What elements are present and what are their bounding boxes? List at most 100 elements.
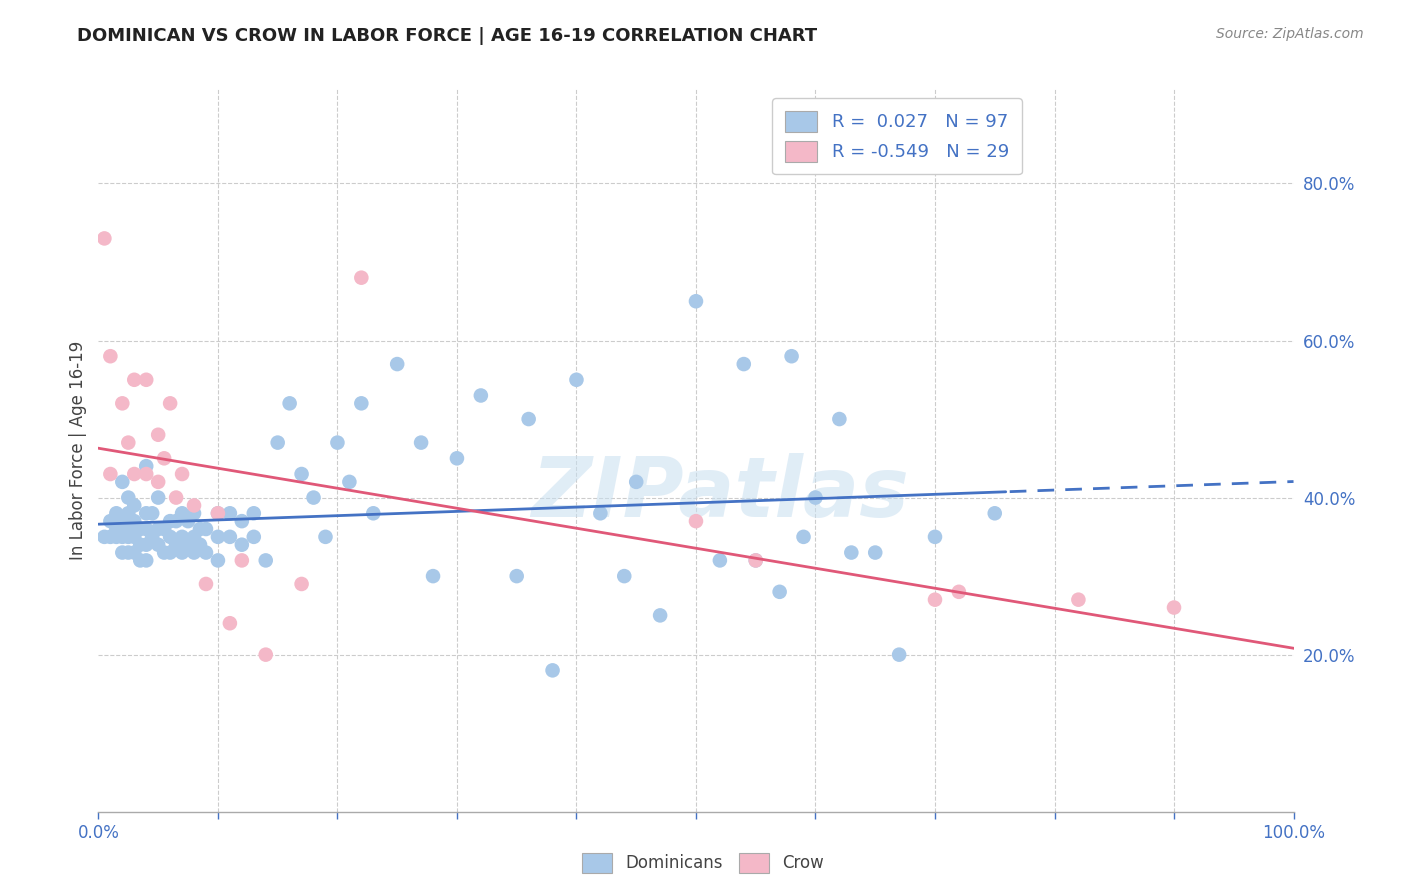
Point <box>267 435 290 450</box>
Point <box>148 538 170 552</box>
Point <box>135 506 157 520</box>
Point <box>613 569 636 583</box>
Point <box>93 530 115 544</box>
Point <box>141 506 163 520</box>
Point <box>278 396 301 410</box>
Point <box>648 608 672 623</box>
Point <box>183 545 205 559</box>
Point <box>685 514 707 528</box>
Point <box>780 349 803 363</box>
Point <box>984 506 1007 520</box>
Point <box>231 553 253 567</box>
Point <box>159 396 181 410</box>
Point <box>207 530 229 544</box>
Point <box>446 451 468 466</box>
Point <box>124 514 146 528</box>
Point <box>124 530 146 544</box>
Point <box>172 467 194 481</box>
Point <box>111 475 134 489</box>
Point <box>889 648 911 662</box>
Point <box>745 553 768 567</box>
Point <box>153 522 176 536</box>
Point <box>135 553 157 567</box>
Point <box>924 530 946 544</box>
Point <box>254 553 277 567</box>
Point <box>172 545 194 559</box>
Point <box>768 584 790 599</box>
Point <box>411 435 433 450</box>
Point <box>326 435 349 450</box>
Point <box>183 499 205 513</box>
Point <box>339 475 361 489</box>
Point <box>148 522 170 536</box>
Point <box>129 538 152 552</box>
Point <box>129 522 152 536</box>
Point <box>117 522 139 536</box>
Text: DOMINICAN VS CROW IN LABOR FORCE | AGE 16-19 CORRELATION CHART: DOMINICAN VS CROW IN LABOR FORCE | AGE 1… <box>77 27 817 45</box>
Point <box>105 522 128 536</box>
Point <box>565 373 588 387</box>
Point <box>350 396 373 410</box>
Point <box>111 545 134 559</box>
Point <box>124 499 146 513</box>
Point <box>363 506 385 520</box>
Point <box>165 491 187 505</box>
Point <box>124 467 146 481</box>
Point <box>195 522 218 536</box>
Point <box>183 506 205 520</box>
Point <box>148 491 170 505</box>
Point <box>117 506 139 520</box>
Point <box>159 530 181 544</box>
Point <box>541 664 564 678</box>
Point <box>148 427 170 442</box>
Point <box>207 506 229 520</box>
Point <box>733 357 755 371</box>
Point <box>117 545 139 559</box>
Point <box>219 506 242 520</box>
Point <box>626 475 648 489</box>
Point <box>135 459 157 474</box>
Point <box>148 475 170 489</box>
Point <box>124 373 146 387</box>
Point <box>243 506 266 520</box>
Point <box>804 491 827 505</box>
Point <box>135 467 157 481</box>
Point <box>165 538 187 552</box>
Point <box>117 530 139 544</box>
Point <box>153 451 176 466</box>
Point <box>254 648 277 662</box>
Point <box>124 545 146 559</box>
Point <box>98 467 122 481</box>
Point <box>105 506 128 520</box>
Point <box>219 530 242 544</box>
Point <box>924 592 946 607</box>
Point <box>111 530 134 544</box>
Point <box>188 538 211 552</box>
Point <box>517 412 540 426</box>
Legend: R =  0.027   N = 97, R = -0.549   N = 29: R = 0.027 N = 97, R = -0.549 N = 29 <box>772 98 1022 174</box>
Point <box>422 569 444 583</box>
Point <box>207 506 229 520</box>
Point <box>841 545 863 559</box>
Point <box>165 514 187 528</box>
Point <box>93 231 115 245</box>
Point <box>709 553 731 567</box>
Point <box>243 530 266 544</box>
Point <box>506 569 529 583</box>
Point <box>385 357 409 371</box>
Point <box>302 491 325 505</box>
Text: ZIPatlas: ZIPatlas <box>531 453 908 534</box>
Point <box>105 530 128 544</box>
Point <box>172 530 194 544</box>
Point <box>315 530 337 544</box>
Y-axis label: In Labor Force | Age 16-19: In Labor Force | Age 16-19 <box>69 341 87 560</box>
Point <box>195 577 218 591</box>
Point <box>117 435 139 450</box>
Point <box>948 584 970 599</box>
Point <box>865 545 887 559</box>
Point <box>793 530 815 544</box>
Point <box>135 522 157 536</box>
Point <box>98 530 122 544</box>
Legend: Dominicans, Crow: Dominicans, Crow <box>575 847 831 880</box>
Point <box>172 506 194 520</box>
